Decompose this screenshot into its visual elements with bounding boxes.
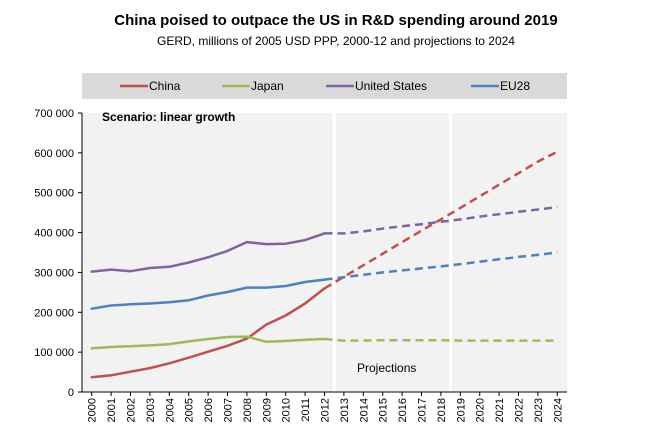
- series-projection-united-states: [324, 205, 558, 235]
- plot-area: [82, 113, 567, 392]
- x-tick-label: 2000: [87, 398, 99, 422]
- y-tick-label: 0: [68, 387, 74, 399]
- chart-subtitle: GERD, millions of 2005 USD PPP, 2000-12 …: [157, 34, 515, 48]
- x-tick-label: 2022: [514, 398, 526, 422]
- legend-label-eu28: EU28: [500, 79, 530, 93]
- x-tick-label: 2023: [533, 398, 545, 422]
- x-tick-label: 2003: [145, 398, 157, 422]
- y-tick-label: 400 000: [34, 228, 74, 240]
- y-tick-label: 100 000: [34, 347, 74, 359]
- series-line-japan: [90, 335, 326, 350]
- x-tick-label: 2017: [417, 398, 429, 422]
- x-tick-label: 2006: [203, 398, 215, 422]
- legend-label-japan: Japan: [251, 79, 284, 93]
- x-tick-label: 2009: [261, 398, 273, 422]
- x-tick-label: 2001: [106, 398, 118, 422]
- series-line-united-states: [90, 232, 326, 273]
- x-tick-label: 2019: [455, 398, 467, 422]
- scenario-annotation: Scenario: linear growth: [102, 110, 235, 124]
- y-tick-label: 600 000: [34, 148, 74, 160]
- y-tick-label: 200 000: [34, 307, 74, 319]
- legend-label-china: China: [149, 79, 181, 93]
- x-tick-label: 2005: [184, 398, 196, 422]
- x-tick-label: 2024: [552, 398, 564, 422]
- x-tick-label: 2021: [494, 398, 506, 422]
- y-tick-label: 500 000: [34, 188, 74, 200]
- projections-annotation: Projections: [357, 361, 416, 375]
- x-tick-label: 2016: [397, 398, 409, 422]
- x-tick-label: 2008: [242, 398, 254, 422]
- x-tick-label: 2004: [164, 398, 176, 422]
- x-tick-label: 2002: [126, 398, 138, 422]
- x-tick-label: 2013: [339, 398, 351, 422]
- x-tick-label: 2014: [358, 398, 370, 422]
- series-line-china: [90, 287, 326, 379]
- legend-label-united-states: United States: [355, 79, 427, 93]
- y-tick-label: 700 000: [34, 108, 74, 120]
- y-tick-label: 300 000: [34, 267, 74, 279]
- x-tick-label: 2020: [475, 398, 487, 422]
- chart-title: China poised to outpace the US in R&D sp…: [114, 12, 558, 29]
- series-projection-china: [323, 150, 558, 290]
- series-projection-eu28: [324, 251, 558, 281]
- series-line-eu28: [90, 278, 326, 310]
- x-tick-label: 2015: [378, 398, 390, 422]
- x-tick-label: 2007: [223, 398, 235, 422]
- x-tick-label: 2012: [320, 398, 332, 422]
- x-tick-label: 2018: [436, 398, 448, 422]
- x-tick-label: 2011: [300, 398, 312, 422]
- x-tick-label: 2010: [281, 398, 293, 422]
